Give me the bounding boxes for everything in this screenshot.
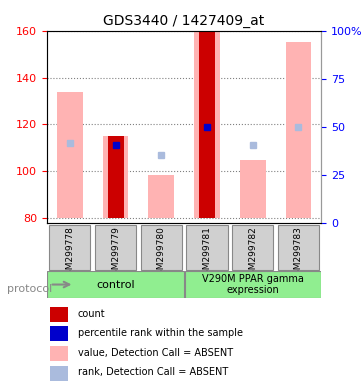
FancyBboxPatch shape bbox=[184, 271, 321, 298]
Text: value, Detection Call = ABSENT: value, Detection Call = ABSENT bbox=[78, 348, 233, 358]
Bar bbox=[50, 307, 68, 322]
Bar bbox=[240, 159, 265, 218]
Text: percentile rank within the sample: percentile rank within the sample bbox=[78, 328, 243, 338]
FancyBboxPatch shape bbox=[141, 225, 182, 270]
Text: GSM299778: GSM299778 bbox=[65, 226, 74, 281]
Text: protocol: protocol bbox=[7, 284, 52, 294]
Title: GDS3440 / 1427409_at: GDS3440 / 1427409_at bbox=[104, 14, 265, 28]
Bar bbox=[148, 175, 174, 218]
Text: GSM299781: GSM299781 bbox=[203, 226, 212, 281]
FancyBboxPatch shape bbox=[47, 271, 184, 298]
Bar bbox=[103, 136, 128, 218]
Text: count: count bbox=[78, 309, 105, 319]
Bar bbox=[286, 42, 311, 218]
FancyBboxPatch shape bbox=[49, 225, 90, 270]
Text: GSM299782: GSM299782 bbox=[248, 226, 257, 281]
Bar bbox=[50, 326, 68, 341]
Text: control: control bbox=[96, 280, 135, 290]
Text: GSM299779: GSM299779 bbox=[111, 226, 120, 281]
Bar bbox=[108, 136, 123, 218]
Text: GSM299780: GSM299780 bbox=[157, 226, 166, 281]
Bar bbox=[50, 346, 68, 361]
FancyBboxPatch shape bbox=[278, 225, 319, 270]
Bar bbox=[57, 92, 83, 218]
FancyBboxPatch shape bbox=[95, 225, 136, 270]
FancyBboxPatch shape bbox=[232, 225, 273, 270]
Text: rank, Detection Call = ABSENT: rank, Detection Call = ABSENT bbox=[78, 367, 228, 377]
FancyBboxPatch shape bbox=[186, 225, 227, 270]
Text: V290M PPAR gamma
expression: V290M PPAR gamma expression bbox=[202, 274, 304, 295]
Bar bbox=[194, 31, 220, 218]
Bar bbox=[199, 31, 215, 218]
Bar bbox=[50, 366, 68, 381]
Text: GSM299783: GSM299783 bbox=[294, 226, 303, 281]
